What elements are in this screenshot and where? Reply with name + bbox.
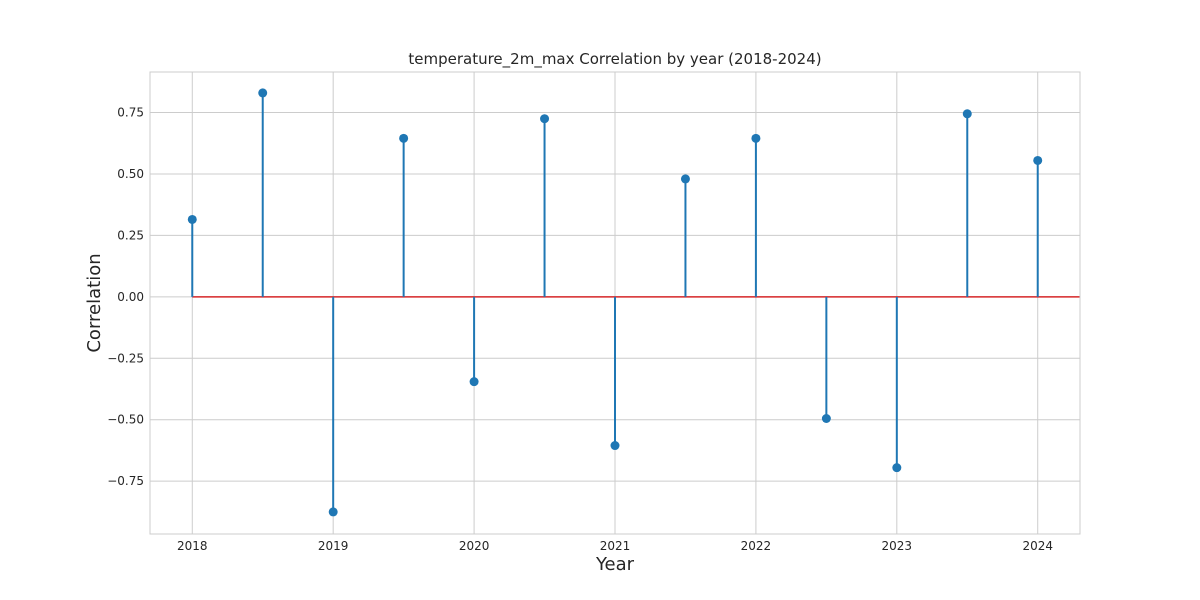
y-tick-label: 0.50 [117, 167, 144, 181]
y-tick-label: 0.00 [117, 290, 144, 304]
stem-marker [469, 377, 479, 387]
stem-marker [258, 88, 268, 98]
x-tick-label: 2024 [1022, 539, 1053, 553]
y-tick-label: −0.25 [107, 351, 144, 365]
chart-title: temperature_2m_max Correlation by year (… [408, 50, 821, 69]
stems [191, 92, 1039, 512]
x-axis-label: Year [595, 554, 635, 575]
plot-frame [149, 71, 1081, 535]
stem-marker [1033, 155, 1043, 165]
stem-marker [751, 133, 761, 143]
stem-marker [328, 507, 338, 517]
x-tick-label: 2020 [459, 539, 490, 553]
y-tick-labels: −0.75 −0.50 −0.25 0.00 0.25 0.50 0.75 [107, 106, 144, 489]
y-tick-label: 0.25 [117, 228, 144, 242]
x-tick-labels: 2018 2019 2020 2021 2022 2023 2024 [177, 539, 1053, 553]
y-tick-label: 0.75 [117, 106, 144, 120]
x-tick-label: 2022 [741, 539, 772, 553]
stem-marker [399, 133, 409, 143]
y-tick-label: −0.50 [107, 413, 144, 427]
y-tick-label: −0.75 [107, 474, 144, 488]
stem-marker [187, 214, 197, 224]
x-tick-label: 2018 [177, 539, 208, 553]
markers [187, 88, 1043, 517]
stem-marker [962, 109, 972, 119]
x-tick-label: 2021 [600, 539, 631, 553]
x-tick-label: 2023 [882, 539, 913, 553]
y-axis-label: Correlation [84, 253, 105, 352]
stem-marker [680, 174, 690, 184]
stem-marker [540, 114, 550, 124]
stem-marker [892, 463, 902, 473]
x-tick-label: 2019 [318, 539, 349, 553]
stem-marker [610, 441, 620, 451]
stem-marker [821, 414, 831, 423]
